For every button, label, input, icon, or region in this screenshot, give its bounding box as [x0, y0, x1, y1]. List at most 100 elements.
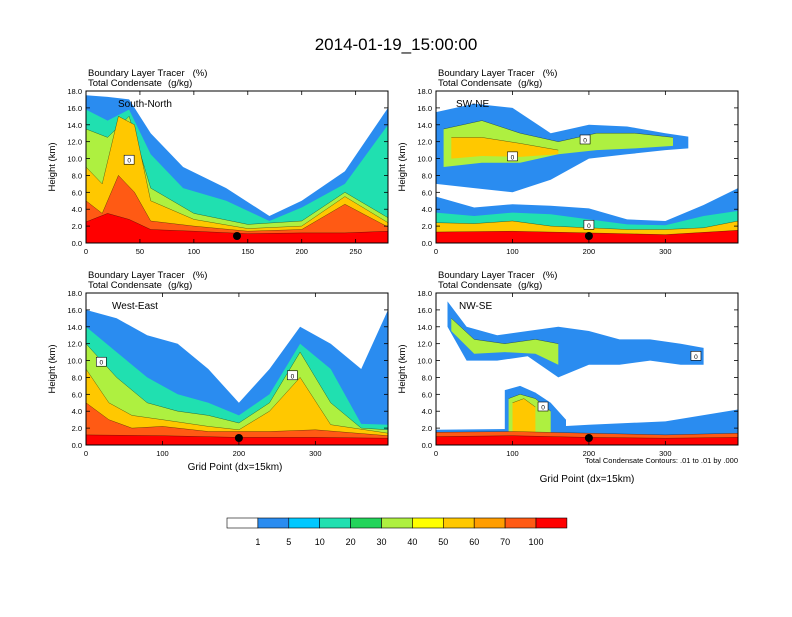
x-tick-label: 100 — [506, 247, 519, 256]
condensate-contour — [443, 120, 674, 142]
contour-label-box — [123, 154, 135, 165]
x-axis-label: Grid Point (dx=15km) — [188, 462, 283, 473]
tracer-band — [86, 175, 388, 243]
panel-line1: Boundary Layer Tracer (%) — [88, 270, 207, 281]
panel-sw-ne: Boundary Layer Tracer (%) Total Condensat… — [397, 68, 739, 256]
tracer-band — [86, 402, 388, 445]
y-tick-label: 0.0 — [422, 239, 432, 248]
y-tick-label: 12.0 — [417, 138, 432, 147]
x-tick-label: 300 — [659, 247, 672, 256]
legend-swatch — [350, 517, 382, 529]
legend-label: 40 — [407, 537, 417, 547]
x-tick-label: 200 — [233, 449, 246, 458]
y-axis-label: Height (km) — [47, 344, 58, 393]
y-tick-label: 0.0 — [72, 441, 82, 450]
heatmap-fill: 00 — [436, 293, 738, 445]
heatmap-fill: 0 — [86, 91, 388, 243]
y-tick-label: 4.0 — [72, 205, 82, 214]
y-tick-label: 18.0 — [417, 289, 432, 298]
plot-frame — [435, 292, 739, 446]
legend-swatch — [381, 517, 413, 529]
y-tick-label: 14.0 — [67, 323, 82, 332]
contour-label-box — [507, 151, 518, 162]
plot-frame — [85, 292, 389, 446]
contour-label: 0 — [587, 223, 591, 230]
condensate-contour — [86, 115, 388, 225]
x-tick-label: 300 — [309, 449, 322, 458]
heatmap-fill: 0 0 0 — [436, 91, 738, 243]
contour-note: Total Condensate Contours: .01 to .01 by… — [585, 456, 738, 465]
y-tick-label: 4.0 — [422, 205, 432, 214]
legend-swatch — [504, 517, 537, 529]
x-tick-label: 250 — [349, 247, 362, 256]
tracer-band — [86, 213, 388, 243]
plot-area: 000.02.04.06.08.010.012.014.016.018.00 10… — [417, 289, 739, 458]
location-marker — [584, 434, 593, 442]
heatmap-fill: 00 — [86, 293, 388, 445]
plot-area: 00.02.04.06.08.010.012.014.016.018.00 50 1… — [67, 87, 389, 256]
condensate-contour — [451, 318, 559, 344]
plot-frame — [435, 90, 739, 244]
y-tick-label: 16.0 — [67, 306, 82, 315]
condensate-contour — [86, 174, 388, 232]
tracer-band — [512, 398, 536, 437]
contour-label: 0 — [291, 373, 295, 380]
y-tick-label: 2.0 — [72, 424, 82, 433]
x-tick-label: 150 — [242, 247, 255, 256]
x-tick-label: 100 — [188, 247, 201, 256]
x-tick-label: 100 — [156, 449, 169, 458]
y-tick-label: 6.0 — [72, 188, 82, 197]
legend-label: 5 — [286, 537, 291, 547]
x-tick-label: 200 — [295, 247, 308, 256]
contour-label-box — [95, 356, 107, 367]
y-tick-label: 18.0 — [67, 87, 82, 96]
panel-line1: Boundary Layer Tracer (%) — [438, 270, 557, 281]
y-tick-label: 14.0 — [417, 121, 432, 130]
legend-swatch — [319, 517, 351, 529]
legend-swatch — [442, 517, 475, 529]
legend-label: 60 — [469, 537, 479, 547]
y-tick-label: 2.0 — [72, 222, 82, 231]
x-tick-label: 0 — [434, 247, 438, 256]
legend-label: 10 — [315, 537, 325, 547]
panel-line2: Total Condensate (g/kg) — [438, 280, 542, 291]
y-tick-label: 16.0 — [417, 306, 432, 315]
y-tick-label: 12.0 — [67, 138, 82, 147]
legend-label: 70 — [500, 537, 510, 547]
y-tick-label: 18.0 — [67, 289, 82, 298]
panel-line1: Boundary Layer Tracer (%) — [88, 68, 207, 79]
y-tick-label: 2.0 — [422, 424, 432, 433]
panel-nw-se: Boundary Layer Tracer (%) Total Condensat… — [397, 270, 739, 485]
y-tick-label: 8.0 — [422, 171, 432, 180]
condensate-contour — [86, 115, 388, 229]
color-legend: 1 5 10 20 30 40 50 60 70 100 — [226, 517, 568, 547]
contour-label-box — [579, 134, 591, 145]
panel-west-east: Boundary Layer Tracer (%) Total Condensat… — [47, 270, 389, 473]
x-tick-label: 300 — [659, 449, 672, 458]
y-tick-label: 18.0 — [417, 87, 432, 96]
x-tick-label: 0 — [434, 449, 438, 458]
y-tick-label: 10.0 — [67, 357, 82, 366]
contour-label: 0 — [541, 405, 545, 412]
panel-south-north: Boundary Layer Tracer (%) Total Condensat… — [47, 68, 389, 256]
x-tick-label: 100 — [506, 449, 519, 458]
x-tick-label: 50 — [136, 247, 144, 256]
location-marker — [234, 434, 243, 442]
y-tick-label: 4.0 — [72, 407, 82, 416]
contour-label: 0 — [99, 360, 103, 367]
condensate-contour — [86, 402, 388, 436]
y-tick-label: 10.0 — [417, 155, 432, 164]
legend-label: 1 — [255, 537, 260, 547]
contour-label-box — [583, 219, 595, 230]
legend-label: 20 — [346, 537, 356, 547]
legend-swatch — [412, 517, 444, 529]
contour-label-box — [287, 370, 298, 381]
condensate-contour — [436, 431, 738, 436]
condensate-contour — [86, 213, 388, 234]
x-tick-label: 200 — [583, 247, 596, 256]
x-tick-label: 200 — [583, 449, 596, 458]
y-tick-label: 10.0 — [67, 155, 82, 164]
y-tick-label: 6.0 — [422, 390, 432, 399]
